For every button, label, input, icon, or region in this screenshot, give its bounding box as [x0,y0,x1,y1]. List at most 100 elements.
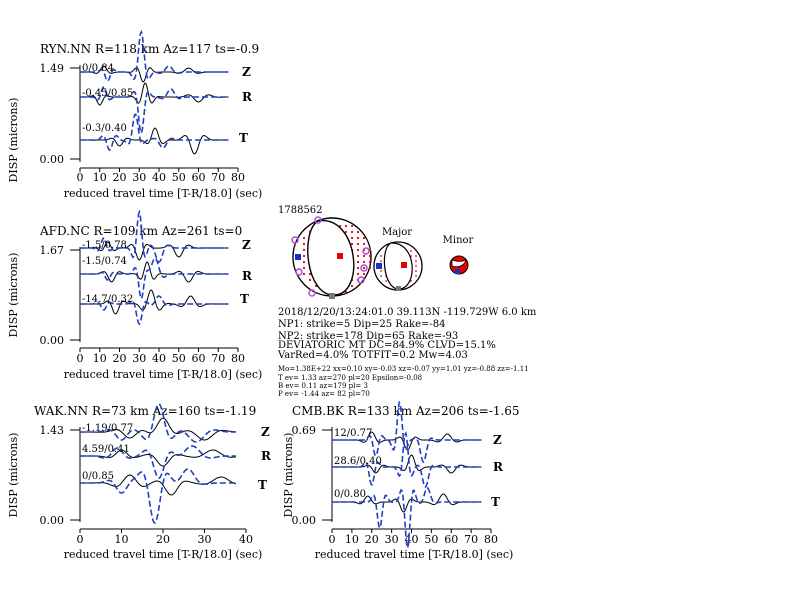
x-tick-label: 70 [211,352,225,365]
fit-label-z: 0/0.84 [82,63,114,74]
component-label-z: Z [242,238,251,252]
p-axis-line: P ev= -1.44 az= 82 pl=70 [278,390,370,398]
compression-dot [356,230,360,234]
compression-dot [302,242,306,246]
x-tick-label: 70 [464,533,478,546]
component-label-z: Z [242,65,251,79]
compression-dot [362,236,366,240]
waveform-traces [80,403,237,524]
component-label-t: T [239,131,248,145]
compression-dot [344,224,348,228]
synthetic-trace-t [332,486,482,549]
waveform-traces [80,209,229,326]
origin-line: 2018/12/20/13:24:01.0 39.113N -119.729W … [278,307,537,318]
deviatoric-line: DEVIATORIC MT DC=84.9% CLVD=15.1% [278,340,496,351]
synthetic-trace-z [332,400,482,464]
compression-dot [308,278,312,282]
x-tick-label: 20 [113,352,127,365]
np2-line: NP2: strike=178 Dip=65 Rake=-93 [278,331,458,342]
y-max-label: 1.43 [40,424,65,437]
component-label-r: R [242,269,253,283]
y-min-label: 0.00 [292,514,317,527]
panel-title: RYN.NN R=118 km Az=117 ts=-0.9 [40,42,259,56]
major-dot [380,270,382,272]
major-t-marker [401,262,407,268]
fit-label-r: 28.6/0.40 [334,456,382,467]
np1-line: NP1: strike=5 Dip=25 Rake=-84 [278,319,446,330]
compression-dot [356,248,360,252]
minor-label: Minor [443,235,474,246]
component-label-z: Z [261,425,270,439]
fit-label-z: -1.19/0.77 [82,423,133,434]
major-label: Major [382,227,412,238]
y-max-label: 1.67 [40,244,65,257]
observed-trace-t [80,474,237,496]
observed-trace-t [80,289,229,315]
panel-title: WAK.NN R=73 km Az=160 ts=-1.19 [34,404,256,418]
fit-label-t: -14.7/0.32 [82,294,133,305]
compression-dot [362,266,366,270]
y-min-label: 0.00 [40,153,65,166]
compression-dot [302,248,306,252]
synthetic-trace-r [80,445,236,479]
y-min-label: 0.00 [40,514,65,527]
x-tick-label: 20 [156,533,170,546]
y-max-label: 1.49 [40,62,65,75]
major-b-marker [396,286,401,291]
y-axis-label: DISP (microns) [282,433,295,518]
y-axis-label: DISP (microns) [7,253,20,338]
station-markers [291,216,370,297]
component-label-r: R [261,449,272,463]
x-tick-label: 30 [132,352,146,365]
compression-dot [356,254,360,258]
waveform-panel-afd: AFD.NC R=109 km Az=261 ts=0 DISP (micron… [7,209,262,381]
compression-dot [356,242,360,246]
major-dot [385,280,387,282]
compression-dot [356,272,360,276]
major-dot [415,275,417,277]
x-tick-label: 0 [77,352,84,365]
x-ticks: 0 10 20 30 40 50 60 70 80 [77,168,245,184]
panel-title: CMB.BK R=133 km Az=206 ts=-1.65 [292,404,520,418]
b-axis-marker [329,293,335,299]
synthetic-trace-z [80,403,236,443]
panel-title: AFD.NC R=109 km Az=261 ts=0 [39,224,242,238]
component-label-t: T [240,292,249,306]
major-dot [380,255,382,257]
major-dot [415,265,417,267]
x-tick-label: 80 [484,533,498,546]
x-tick-label: 60 [444,533,458,546]
observed-trace-z [80,417,237,441]
fit-label-z: 12/0.77 [334,428,372,439]
compression-dot [302,236,306,240]
compression-dot [362,242,366,246]
station-marker [362,247,370,255]
major-dot [410,250,412,252]
compression-dot [356,236,360,240]
observed-trace-t [332,493,482,513]
waveform-traces [80,29,229,155]
x-ticks: 0 10 20 30 40 50 60 70 80 [77,348,245,365]
x-tick-label: 0 [77,171,84,184]
station-marker [291,236,299,244]
x-tick-label: 40 [239,533,253,546]
compression-dot [368,266,372,270]
y-max-label: 0.69 [292,424,317,437]
compression-dot [302,272,306,276]
compression-dot [362,254,366,258]
beachball [291,216,372,299]
compression-dot [350,236,354,240]
waveform-panel-cmb: CMB.BK R=133 km Az=206 ts=-1.65 DISP (mi… [282,400,520,561]
y-axis-label: DISP (microns) [7,433,20,518]
fit-label-r: -0.45/0.85 [82,88,133,99]
x-tick-label: 30 [132,171,146,184]
minor-nodal-plane [451,259,467,268]
beachball-minor: Minor [443,235,474,275]
component-label-r: R [242,90,253,104]
station-marker [308,289,316,297]
compression-dot [302,254,306,258]
x-tick-label: 50 [172,171,186,184]
x-tick-label: 60 [192,352,206,365]
synthetic-trace-r [80,86,229,136]
station-marker [314,216,322,224]
